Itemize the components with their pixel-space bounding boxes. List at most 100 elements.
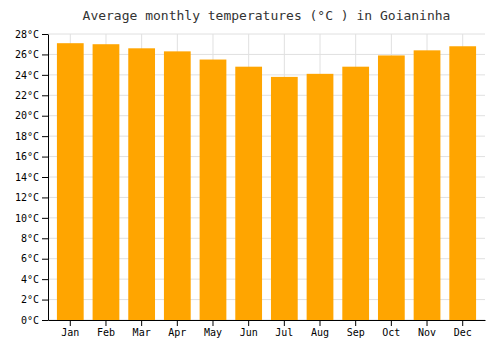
- tick-mark: [42, 279, 48, 280]
- x-tick: Apr: [168, 320, 186, 338]
- tick-mark: [42, 177, 48, 178]
- x-tick: Aug: [311, 320, 329, 338]
- tick-label: Apr: [168, 327, 186, 338]
- tick-mark: [42, 75, 48, 76]
- axis-domain: [48, 35, 49, 321]
- y-tick: 26°C: [15, 49, 48, 60]
- tick-label: May: [204, 327, 222, 338]
- tick-label: 14°C: [15, 172, 39, 183]
- y-tick: 0°C: [21, 315, 48, 326]
- tick-label: 18°C: [15, 131, 39, 142]
- bar: [449, 46, 476, 320]
- tick-label: Feb: [97, 327, 115, 338]
- tick-label: 0°C: [21, 315, 39, 326]
- tick-label: 26°C: [15, 49, 39, 60]
- bar: [93, 44, 120, 320]
- tick-mark: [42, 136, 48, 137]
- grid-line: [48, 34, 485, 35]
- tick-label: 6°C: [21, 253, 39, 264]
- chart: Jan Feb Mar Apr May Jun Jul Aug Sep Oct Nov Dec 0°C 2…: [0, 0, 500, 350]
- x-tick: Jul: [275, 320, 293, 338]
- tick-mark: [177, 320, 178, 326]
- x-tick: Dec: [454, 320, 472, 338]
- tick-label: 10°C: [15, 213, 39, 224]
- tick-label: 20°C: [15, 110, 39, 121]
- y-tick: 14°C: [15, 172, 48, 183]
- tick-mark: [427, 320, 428, 326]
- bar: [342, 67, 369, 320]
- y-tick: 8°C: [21, 233, 48, 244]
- plot: Jan Feb Mar Apr May Jun Jul Aug Sep Oct Nov Dec 0°C 2…: [15, 29, 486, 338]
- tick-mark: [42, 116, 48, 117]
- tick-label: 24°C: [15, 70, 39, 81]
- bar: [128, 48, 155, 320]
- tick-mark: [42, 259, 48, 260]
- tick-mark: [42, 218, 48, 219]
- y-tick: 6°C: [21, 253, 48, 264]
- bars: [57, 43, 476, 320]
- y-tick: 22°C: [15, 90, 48, 101]
- tick-label: 12°C: [15, 192, 39, 203]
- tick-mark: [70, 320, 71, 326]
- x-tick: Mar: [133, 320, 151, 338]
- x-tick: Oct: [382, 320, 400, 338]
- bar: [164, 51, 191, 320]
- x-tick: Nov: [418, 320, 436, 338]
- y-tick: 12°C: [15, 192, 48, 203]
- y-tick: 24°C: [15, 70, 48, 81]
- tick-label: 22°C: [15, 90, 39, 101]
- tick-mark: [42, 34, 48, 35]
- x-tick: Sep: [347, 320, 365, 338]
- tick-label: Dec: [454, 327, 472, 338]
- tick-mark: [105, 320, 106, 326]
- x-tick: Feb: [97, 320, 115, 338]
- x-tick: Jun: [240, 320, 258, 338]
- tick-mark: [42, 95, 48, 96]
- tick-mark: [42, 300, 48, 301]
- tick-label: 2°C: [21, 294, 39, 305]
- tick-label: Aug: [311, 327, 329, 338]
- tick-mark: [42, 320, 48, 321]
- tick-mark: [42, 54, 48, 55]
- bar: [307, 74, 334, 320]
- bar: [271, 77, 298, 320]
- tick-mark: [391, 320, 392, 326]
- tick-mark: [284, 320, 285, 326]
- tick-mark: [141, 320, 142, 326]
- tick-label: Mar: [133, 327, 151, 338]
- y-tick: 28°C: [15, 29, 48, 40]
- y-tick: 10°C: [15, 213, 48, 224]
- y-tick: 20°C: [15, 110, 48, 121]
- tick-mark: [462, 320, 463, 326]
- tick-label: Oct: [382, 327, 400, 338]
- tick-label: 28°C: [15, 29, 39, 40]
- tick-label: 4°C: [21, 274, 39, 285]
- bar: [57, 43, 84, 320]
- y-tick: 18°C: [15, 131, 48, 142]
- tick-mark: [212, 320, 213, 326]
- y-axis: 0°C 2°C 4°C 6°C 8°C 10°C 12°C 14°C 16°C 18°C 20°C 2…: [15, 29, 49, 326]
- tick-label: Jan: [61, 327, 79, 338]
- y-tick: 4°C: [21, 274, 48, 285]
- x-tick: Jan: [61, 320, 79, 338]
- tick-mark: [355, 320, 356, 326]
- title: Average monthly temperatures (°C ) in Go…: [83, 8, 451, 23]
- grid: [48, 34, 485, 320]
- tick-mark: [42, 157, 48, 158]
- tick-mark: [248, 320, 249, 326]
- tick-mark: [42, 197, 48, 198]
- y-tick: 2°C: [21, 294, 48, 305]
- tick-label: Jun: [240, 327, 258, 338]
- axis-domain: [49, 320, 486, 321]
- tick-label: 8°C: [21, 233, 39, 244]
- tick-mark: [42, 238, 48, 239]
- tick-label: Jul: [275, 327, 293, 338]
- tick-label: Nov: [418, 327, 436, 338]
- bar: [378, 55, 405, 320]
- bar: [235, 67, 262, 320]
- x-tick: May: [204, 320, 222, 338]
- tick-label: Sep: [347, 327, 365, 338]
- bar: [414, 50, 441, 320]
- x-axis: Jan Feb Mar Apr May Jun Jul Aug Sep Oct Nov Dec: [49, 320, 486, 338]
- tick-label: 16°C: [15, 151, 39, 162]
